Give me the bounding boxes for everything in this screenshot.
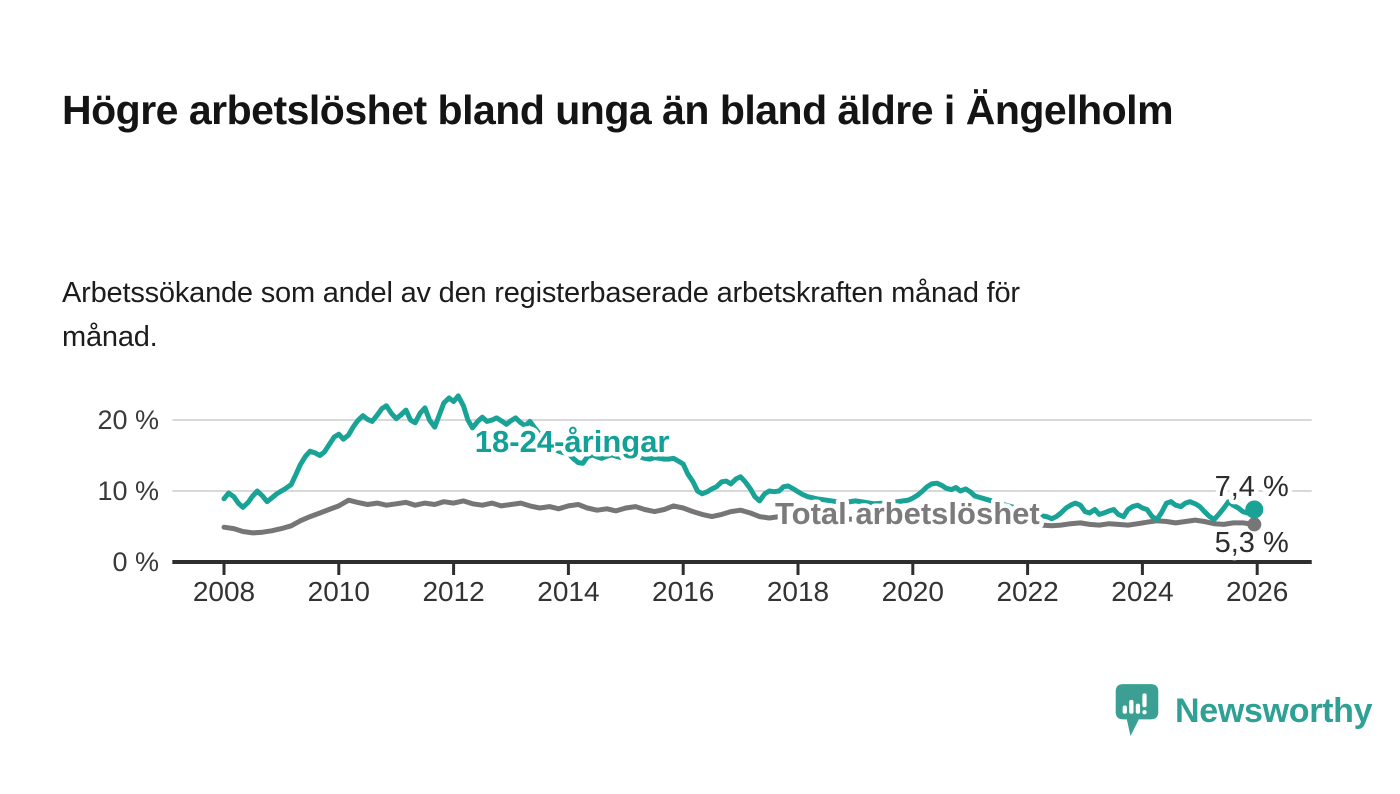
unemployment-line-chart: 2008 2010 2012 2014 2016 2018 2020 2022 2024 2026… <box>97 393 1312 607</box>
x-label-2010: 2010 <box>308 576 370 607</box>
newsworthy-logo: Newsworthy <box>1112 680 1373 742</box>
series-label-total: Total arbetslöshet <box>775 496 1040 531</box>
page-subtitle: Arbetssökande som andel av den registerb… <box>62 277 1020 353</box>
newsworthy-logo-text: Newsworthy <box>1175 691 1373 730</box>
end-value-label-youth: 7,4 % <box>1215 471 1289 503</box>
logo-bar-3 <box>1135 703 1141 714</box>
end-value-label-total: 5,3 % <box>1215 527 1289 559</box>
logo-bar-2 <box>1129 699 1134 714</box>
x-label-2020: 2020 <box>882 576 944 607</box>
x-label-2012: 2012 <box>422 576 484 607</box>
x-label-2016: 2016 <box>652 576 714 607</box>
y-label-20: 20 % <box>97 405 159 435</box>
logo-bar-1 <box>1122 705 1127 714</box>
newsworthy-bubble-icon <box>1115 684 1159 736</box>
x-label-2026: 2026 <box>1226 576 1288 607</box>
page-title: Högre arbetslöshet bland unga än bland ä… <box>62 87 1174 134</box>
x-label-2008: 2008 <box>193 576 255 607</box>
y-label-10: 10 % <box>97 476 159 506</box>
x-label-2022: 2022 <box>996 576 1058 607</box>
end-dot-total <box>1247 517 1262 532</box>
series-label-youth: 18-24-åringar <box>475 424 670 459</box>
logo-exclamation-bar <box>1142 693 1147 708</box>
x-label-2024: 2024 <box>1111 576 1173 607</box>
series-line-total <box>221 497 1257 536</box>
logo-exclamation-dot <box>1142 710 1147 715</box>
end-dot-youth <box>1245 500 1264 519</box>
x-label-2018: 2018 <box>767 576 829 607</box>
series-line-youth <box>221 393 1257 522</box>
x-label-2014: 2014 <box>537 576 599 607</box>
y-label-0: 0 % <box>112 547 159 577</box>
